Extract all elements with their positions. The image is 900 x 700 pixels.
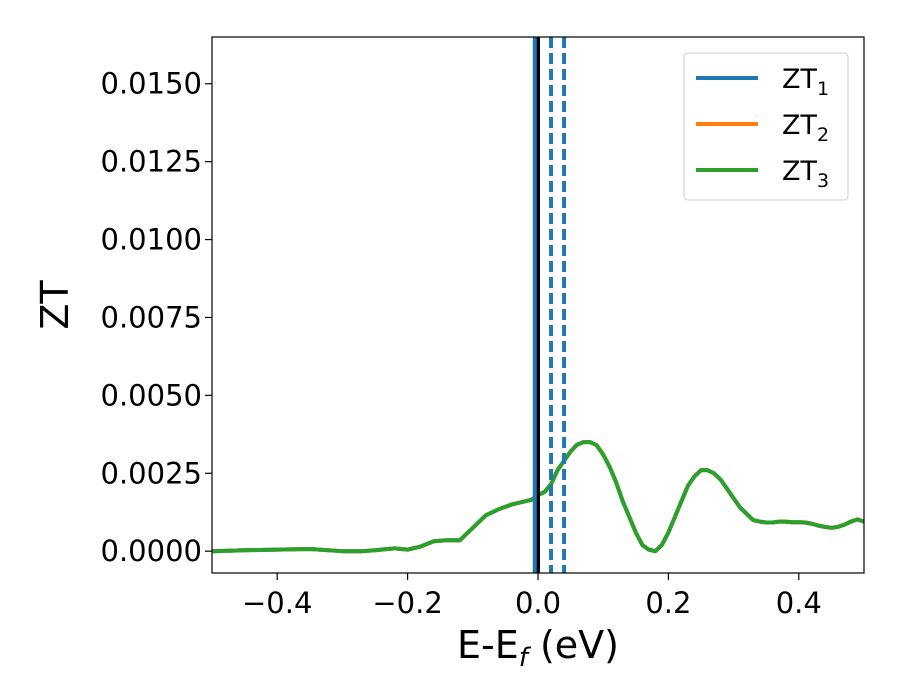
- x-tick-label: 0.2: [645, 586, 691, 620]
- y-tick-label: 0.0050: [101, 378, 202, 412]
- y-tick-label: 0.0150: [101, 67, 202, 101]
- y-axis-label: ZT: [33, 280, 77, 330]
- y-axis: 0.0000 0.0025 0.0050 0.0075 0.0100 0.0125 0.01…: [101, 67, 212, 568]
- y-tick-label: 0.0125: [101, 145, 202, 179]
- x-tick-label: 0.4: [776, 586, 822, 620]
- x-tick-label: 0.0: [515, 586, 561, 620]
- legend-label-3: ZT3: [782, 156, 829, 192]
- legend-label-2: ZT2: [782, 110, 829, 146]
- x-tick-label: −0.4: [242, 586, 312, 620]
- legend-label-1: ZT1: [782, 64, 829, 100]
- legend-box: [683, 52, 849, 201]
- y-tick-label: 0.0100: [101, 223, 202, 257]
- x-axis-label: E-Ef (eV): [457, 623, 619, 673]
- x-tick-label: −0.2: [372, 586, 442, 620]
- y-tick-label: 0.0075: [101, 300, 202, 334]
- y-tick-label: 0.0000: [101, 534, 202, 568]
- legend: ZT1 ZT2 ZT3: [683, 52, 849, 201]
- series-line-3: [212, 440, 864, 554]
- plot-area: [212, 37, 864, 573]
- x-axis: −0.4 −0.2 0.0 0.2 0.4: [242, 573, 822, 620]
- y-tick-label: 0.0025: [101, 456, 202, 490]
